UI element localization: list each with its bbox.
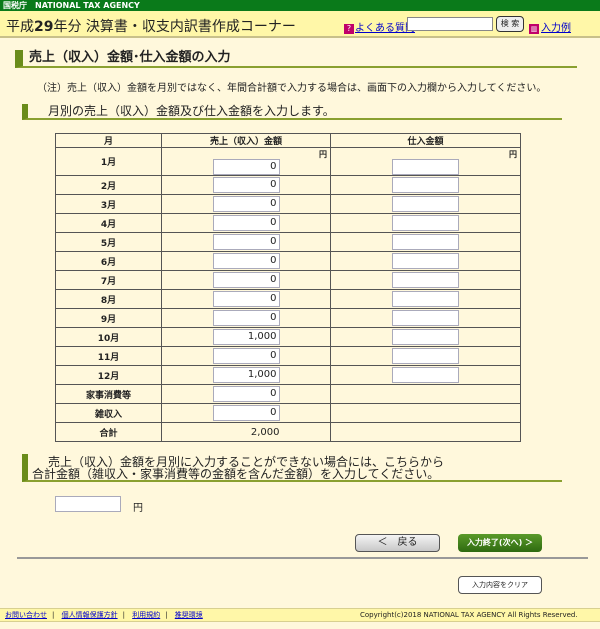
purchases-input[interactable] (392, 348, 459, 364)
sales-input[interactable]: 0 (212, 291, 280, 307)
title-post: 年分 決算書・収支内訳書作成コーナー (53, 19, 296, 35)
month-label: 10月 (55, 327, 162, 347)
col-purchases: 仕入金額 (330, 133, 521, 148)
total-sales: 2,000 (250, 426, 280, 438)
month-label: 3月 (55, 194, 162, 214)
sales-input[interactable]: 0 (212, 272, 280, 288)
example-link[interactable]: ▥ 入力例 (529, 19, 571, 34)
table-row: 2月 0 (55, 175, 521, 195)
table-row: 12月 1,000 (55, 365, 521, 385)
purchases-input[interactable] (392, 196, 459, 212)
section-heading: 月別の売上（収入）金額及び仕入金額を入力します。 (22, 104, 562, 120)
sales-input[interactable]: 0 (212, 310, 280, 326)
purchases-input[interactable] (392, 291, 459, 307)
alt-section-heading: 売上（収入）金額を月別に入力することができない場合には、こちらから 合計金額（雑… (22, 454, 562, 482)
table-row: 10月 1,000 (55, 327, 521, 347)
purchases-input[interactable] (392, 158, 459, 175)
row-label: 雑収入 (55, 403, 162, 423)
sales-input[interactable]: 0 (212, 196, 280, 212)
purchases-input[interactable] (392, 253, 459, 269)
sales-input[interactable]: 0 (212, 234, 280, 250)
purchases-input[interactable] (392, 215, 459, 231)
month-label: 1月 (55, 147, 162, 176)
table-row: 11月 0 (55, 346, 521, 366)
search-input[interactable] (407, 17, 493, 31)
sales-input[interactable]: 1,000 (212, 367, 280, 383)
header: 平成29年分 決算書・収支内訳書作成コーナー ? よくある質問 検 索 ▥ 入力例 (0, 11, 600, 38)
misc-sales-input[interactable]: 0 (212, 405, 280, 421)
copyright: Copyright(c)2018 NATIONAL TAX AGENCY All… (360, 611, 578, 619)
page-title: 売上（収入）金額･仕入金額の入力 (15, 50, 577, 68)
table-row: 3月 0 (55, 194, 521, 214)
alt-heading-line2: 合計金額（雑収入・家事消費等の金額を含んだ金額）を入力してください。 (32, 467, 440, 481)
month-label: 7月 (55, 270, 162, 290)
sales-input[interactable]: 1,000 (212, 329, 280, 345)
table-row: 9月 0 (55, 308, 521, 328)
total-amount-input[interactable] (55, 496, 121, 512)
purchases-input[interactable] (392, 329, 459, 345)
purchases-input[interactable] (392, 234, 459, 250)
faq-label: よくある質問 (355, 23, 415, 34)
sales-input[interactable]: 0 (212, 348, 280, 364)
table-row: 雑収入 0 (55, 403, 521, 423)
month-label: 11月 (55, 346, 162, 366)
search-button[interactable]: 検 索 (496, 16, 524, 32)
total-label: 合計 (55, 422, 162, 442)
month-label: 2月 (55, 175, 162, 195)
month-label: 9月 (55, 308, 162, 328)
title-pre: 平成 (6, 19, 34, 35)
book-icon: ▥ (529, 24, 539, 34)
sales-input[interactable]: 0 (212, 215, 280, 231)
month-label: 12月 (55, 365, 162, 385)
month-label: 5月 (55, 232, 162, 252)
footer-link-environment[interactable]: 推奨環境 (174, 611, 203, 619)
footer-link-terms[interactable]: 利用規約 (132, 611, 161, 619)
purchases-input[interactable] (392, 367, 459, 383)
footer: お問い合わせ | 個人情報保護方針 | 利用規約 | 推奨環境 Copyright(c… (0, 608, 600, 622)
title-year: 29 (34, 19, 54, 35)
monthly-table: 月 売上（収入）金額 仕入金額 1月 円 0 円 2月 0 3月 0 4月 0 5… (55, 133, 521, 442)
col-month: 月 (55, 133, 162, 148)
table-row: 4月 0 (55, 213, 521, 233)
purchases-input[interactable] (392, 310, 459, 326)
purchases-input[interactable] (392, 272, 459, 288)
clear-button[interactable]: 入力内容をクリア (458, 576, 542, 594)
question-icon: ? (344, 24, 354, 34)
month-label: 8月 (55, 289, 162, 309)
table-row: 7月 0 (55, 270, 521, 290)
back-button[interactable]: ＜ 戻る (355, 534, 440, 552)
unit-label: 円 (319, 150, 327, 159)
alt-heading-line1: 売上（収入）金額を月別に入力することができない場合には、こちらから (48, 455, 445, 469)
row-label: 家事消費等 (55, 384, 162, 404)
sales-input[interactable]: 0 (212, 158, 280, 175)
total-row: 合計 2,000 (55, 422, 521, 442)
example-label: 入力例 (541, 23, 571, 34)
table-row: 1月 円 0 円 (55, 147, 521, 176)
table-row: 家事消費等 0 (55, 384, 521, 404)
app-title: 平成29年分 決算書・収支内訳書作成コーナー (6, 16, 296, 36)
unit-label: 円 (509, 150, 517, 159)
col-sales: 売上（収入）金額 (161, 133, 331, 148)
footer-link-privacy[interactable]: 個人情報保護方針 (61, 611, 118, 619)
total-unit: 円 (133, 503, 143, 514)
month-label: 4月 (55, 213, 162, 233)
agency-bar: 国税庁 NATIONAL TAX AGENCY (0, 0, 600, 11)
household-sales-input[interactable]: 0 (212, 386, 280, 402)
footer-link-contact[interactable]: お問い合わせ (5, 611, 47, 619)
sales-input[interactable]: 0 (212, 177, 280, 193)
month-label: 6月 (55, 251, 162, 271)
divider (17, 557, 588, 559)
table-row: 5月 0 (55, 232, 521, 252)
faq-link[interactable]: ? よくある質問 (344, 19, 415, 34)
sales-input[interactable]: 0 (212, 253, 280, 269)
table-row: 6月 0 (55, 251, 521, 271)
table-row: 8月 0 (55, 289, 521, 309)
purchases-input[interactable] (392, 177, 459, 193)
next-button[interactable]: 入力終了(次へ) ＞ (458, 534, 542, 552)
note-text: （注）売上（収入）金額を月別ではなく、年間合計額で入力する場合は、画面下の入力欄… (37, 83, 547, 94)
